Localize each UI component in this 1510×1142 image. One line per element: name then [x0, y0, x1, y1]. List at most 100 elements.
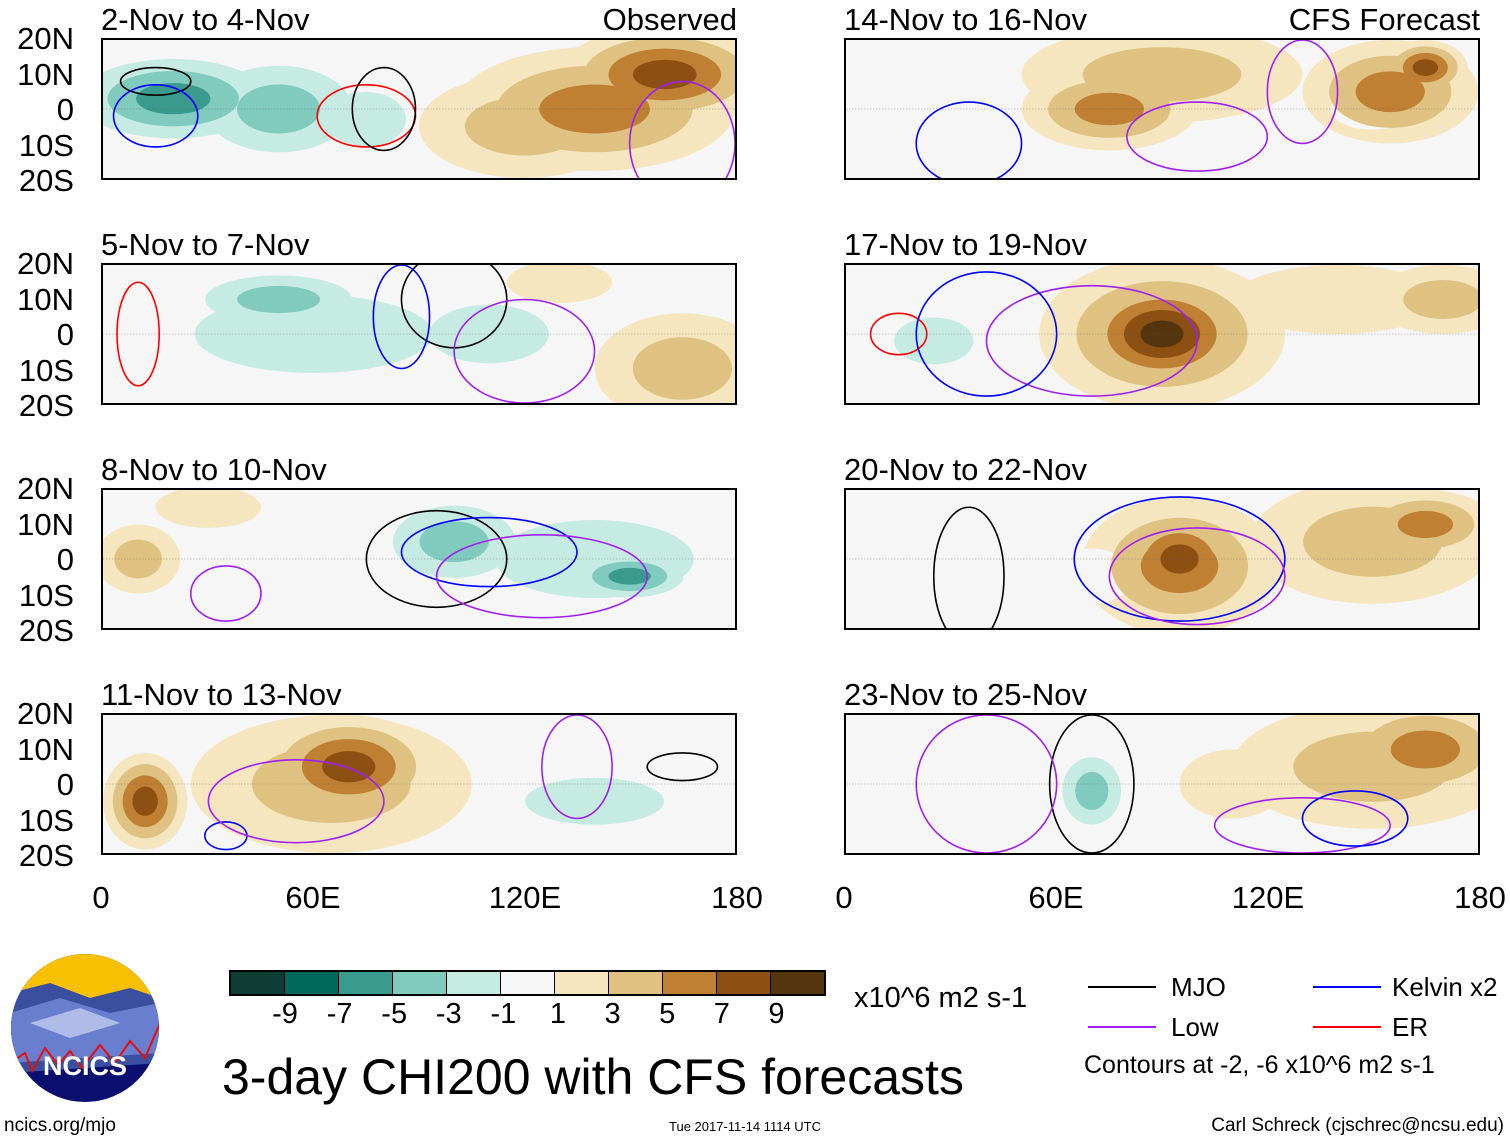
low-contour [437, 535, 648, 618]
anomaly-shading [326, 92, 407, 147]
colorbar-swatch [771, 972, 824, 994]
anomaly-shading [629, 808, 735, 853]
lat-tick-label: 20N [17, 696, 74, 731]
low-contour [1215, 798, 1391, 853]
lat-tick-label: 20N [17, 21, 74, 56]
lon-tick-label: 120E [1231, 880, 1305, 915]
anomaly-shading [429, 304, 549, 364]
colorbar-swatch [717, 972, 771, 994]
map-panel [101, 38, 737, 180]
colorbar-tick: 7 [713, 998, 730, 1030]
lat-tick-label: 10N [17, 506, 74, 542]
low-contour [1127, 102, 1267, 171]
colorbar-swatch [393, 972, 447, 994]
lat-tick-label: 10N [17, 56, 74, 92]
anomaly-shading [1075, 771, 1109, 810]
anomaly-shading [132, 786, 158, 816]
kelvin-contour [916, 102, 1021, 178]
lat-tick-label: 20S [18, 163, 74, 198]
lat-tick-label: 10N [17, 731, 74, 767]
legend-kelvin-label: Kelvin x2 [1392, 972, 1498, 1002]
anomaly-shading [1403, 280, 1478, 319]
lat-tick-label: 10S [18, 577, 74, 613]
footer-timestamp: Tue 2017-11-14 1114 UTC [669, 1119, 821, 1134]
colorbar-swatch [663, 972, 717, 994]
legend-mjo-label: MJO [1171, 972, 1226, 1002]
anomaly-shading [539, 84, 650, 134]
anomaly-shading [1082, 47, 1242, 102]
lon-tick-label: 60E [285, 880, 341, 915]
kelvin-contour [114, 85, 198, 147]
colorbar [229, 970, 826, 996]
colorbar-tick: 1 [549, 998, 567, 1030]
colorbar-tick: -5 [381, 998, 408, 1030]
figure-title: 3-day CHI200 with CFS forecasts [222, 1049, 964, 1105]
map-panel [844, 263, 1480, 405]
low-contour [1267, 40, 1337, 144]
kelvin-contour [916, 272, 1056, 396]
mjo-contour [121, 68, 191, 96]
svg-text:NCICS: NCICS [43, 1051, 127, 1081]
low-contour [1109, 528, 1285, 625]
kelvin-contour [1302, 791, 1407, 846]
colorbar-units: x10^6 m2 s-1 [854, 982, 1028, 1014]
legend-kelvin-line [1313, 986, 1381, 988]
panel-title: 2-Nov to 4-Nov [101, 2, 310, 37]
colorbar-tick: -1 [490, 998, 517, 1030]
panel-label: CFS Forecast [1288, 2, 1480, 37]
kelvin-contour [1074, 497, 1285, 621]
lat-tick-label: 10S [18, 127, 74, 163]
anomaly-shading [237, 84, 321, 134]
lon-tick-label: 180 [1454, 880, 1506, 915]
low-contour [630, 81, 735, 178]
map-panel [844, 38, 1480, 180]
lat-tick-label: 20S [18, 838, 74, 873]
kelvin-contour [373, 265, 429, 369]
lat-tick-label: 20S [18, 388, 74, 423]
contour-note: Contours at -2, -6 x10^6 m2 s-1 [1084, 1051, 1435, 1079]
colorbar-tick: -9 [272, 998, 298, 1030]
colorbar-tick: 5 [659, 998, 676, 1030]
anomaly-shading [1390, 730, 1460, 769]
anomaly-shading [419, 521, 489, 563]
low-contour [191, 566, 261, 621]
map-panel [844, 713, 1480, 855]
low-contour [454, 300, 594, 404]
anomaly-shading [1355, 71, 1425, 113]
anomaly-shading [136, 83, 211, 115]
lat-tick-label: 0 [56, 767, 74, 802]
footer-url[interactable]: ncics.org/mjo [4, 1115, 116, 1136]
anomaly-shading [1397, 510, 1453, 539]
anomaly-shading [506, 265, 613, 303]
legend-er-label: ER [1392, 1012, 1429, 1042]
map-panel [844, 488, 1480, 630]
legend-mjo-line [1088, 986, 1156, 988]
lat-tick-label: 10S [18, 802, 74, 838]
lon-tick-label: 180 [711, 880, 763, 915]
low-contour [208, 760, 384, 843]
map-panel [101, 713, 737, 855]
legend-er-line [1313, 1026, 1381, 1028]
anomaly-shading [525, 777, 665, 825]
map-panel [101, 263, 737, 405]
panel-title: 8-Nov to 10-Nov [101, 452, 327, 487]
lat-tick-label: 10N [17, 281, 74, 317]
ncics-logo: NCICS [11, 954, 159, 1102]
lat-tick-label: 20N [17, 246, 74, 281]
mjo-contour [352, 68, 415, 151]
lat-tick-label: 20N [17, 471, 74, 506]
anomaly-shading [1074, 92, 1144, 126]
legend-low-line [1088, 1026, 1156, 1028]
panel-title: 11-Nov to 13-Nov [101, 677, 342, 712]
anomaly-shading [894, 317, 974, 365]
panel-title: 5-Nov to 7-Nov [101, 227, 310, 262]
low-contour [986, 286, 1197, 396]
panel-title: 20-Nov to 22-Nov [844, 452, 1087, 487]
colorbar-swatch [555, 972, 609, 994]
colorbar-swatch [339, 972, 393, 994]
lon-tick-label: 0 [835, 880, 853, 915]
anomaly-shading [1412, 59, 1439, 76]
lat-tick-label: 0 [56, 92, 74, 127]
mjo-contour [1050, 715, 1134, 853]
kelvin-contour [401, 518, 577, 587]
